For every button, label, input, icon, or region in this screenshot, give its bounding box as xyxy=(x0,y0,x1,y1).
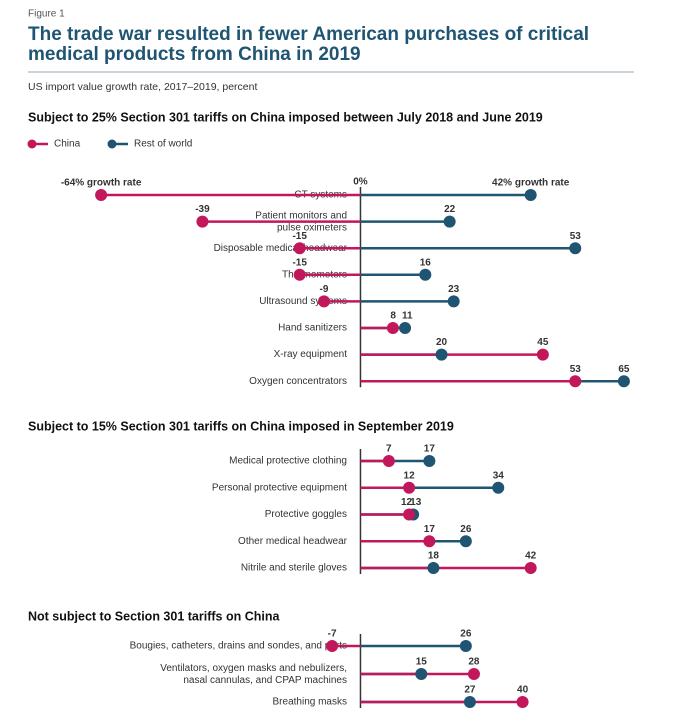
category-label: Ventilators, oxygen masks and nebulizers… xyxy=(160,663,347,686)
dot xyxy=(459,640,472,652)
value-label: 8 xyxy=(390,311,396,322)
dot xyxy=(95,189,108,201)
category-label: Patient monitors and pulse oximeters xyxy=(255,210,347,233)
category-label: Protective goggles xyxy=(265,509,347,520)
category-label: X-ray equipment xyxy=(274,349,348,360)
panel-title: Subject to 25% Section 301 tariffs on Ch… xyxy=(28,110,543,124)
value-label: 18 xyxy=(428,551,440,562)
dot xyxy=(617,375,630,388)
dot xyxy=(516,696,529,708)
value-label: 22 xyxy=(444,204,456,215)
value-label: 11 xyxy=(402,311,413,322)
category-label: Bougies, catheters, drains and sondes, a… xyxy=(130,641,347,652)
dot xyxy=(419,268,432,281)
category-label: Other medical headwear xyxy=(238,536,348,547)
category-label: Nitrile and sterile gloves xyxy=(241,563,347,574)
value-label: 13 xyxy=(410,497,422,508)
dot xyxy=(569,242,582,255)
legend-label: China xyxy=(54,139,81,150)
value-label: 42 xyxy=(525,551,537,562)
dot xyxy=(403,481,416,494)
title-line: medical products from China in 2019 xyxy=(28,44,361,65)
dot xyxy=(463,696,476,708)
value-label: -15 xyxy=(292,257,307,268)
dot xyxy=(415,668,428,680)
value-label: 12 xyxy=(401,497,413,508)
dot xyxy=(459,535,472,548)
category-label: Medical protective clothing xyxy=(229,456,347,467)
dot xyxy=(467,668,480,680)
dot xyxy=(423,455,436,467)
value-label: 17 xyxy=(424,444,436,455)
value-label: -9 xyxy=(320,284,329,295)
category-label: Disposable medical headwear xyxy=(214,243,348,254)
value-label: 23 xyxy=(448,284,460,295)
dot xyxy=(293,268,306,281)
value-label: 45 xyxy=(537,337,549,348)
category-label: Ultrasound systems xyxy=(259,296,347,307)
dot xyxy=(524,562,537,574)
category-label: Hand sanitizers xyxy=(278,323,347,334)
dot xyxy=(196,215,209,228)
legend-dot xyxy=(27,139,37,149)
dot xyxy=(492,481,505,494)
dot xyxy=(318,295,330,308)
dot xyxy=(326,640,339,652)
title-line: The trade war resulted in fewer American… xyxy=(28,24,589,45)
category-label: Breathing masks xyxy=(273,697,347,708)
value-label: 42% growth rate xyxy=(492,178,570,189)
subtitle: US import value growth rate, 2017–2019, … xyxy=(28,81,257,93)
dot xyxy=(443,215,456,228)
dot xyxy=(524,189,537,201)
dot xyxy=(423,535,436,548)
dot xyxy=(403,508,416,521)
value-label: 12 xyxy=(404,470,416,481)
value-label: 40 xyxy=(517,685,529,696)
value-label: 26 xyxy=(460,524,472,535)
value-label: -15 xyxy=(292,231,307,242)
dot xyxy=(435,348,448,361)
dot xyxy=(399,322,412,334)
value-label: 20 xyxy=(436,337,448,348)
value-label: 26 xyxy=(460,629,472,640)
dot xyxy=(293,242,306,255)
dot xyxy=(447,295,460,308)
value-label: 27 xyxy=(464,685,476,696)
legend-label: Rest of world xyxy=(134,139,192,150)
value-label: -64% growth rate xyxy=(61,178,142,189)
value-label: 53 xyxy=(570,231,582,242)
dot xyxy=(382,455,395,467)
value-label: 17 xyxy=(424,524,436,535)
category-label: Oxygen concentrators xyxy=(249,376,347,387)
value-label: 16 xyxy=(420,257,432,268)
value-label: 7 xyxy=(386,444,392,455)
dot xyxy=(536,348,549,361)
legend-dot xyxy=(107,139,117,149)
dot xyxy=(386,322,399,334)
value-label: 65 xyxy=(618,364,630,375)
figure-label: Figure 1 xyxy=(28,9,65,20)
x-tick-label: 0% xyxy=(353,177,368,188)
value-label: 28 xyxy=(468,657,480,668)
panel-title: Subject to 15% Section 301 tariffs on Ch… xyxy=(28,419,454,433)
value-label: -7 xyxy=(328,629,337,640)
panel-title: Not subject to Section 301 tariffs on Ch… xyxy=(28,609,280,623)
value-label: -39 xyxy=(195,204,210,215)
dot xyxy=(427,562,440,574)
dot xyxy=(569,375,582,388)
value-label: 34 xyxy=(493,470,505,481)
value-label: 53 xyxy=(570,364,582,375)
value-label: 15 xyxy=(416,657,428,668)
category-label: Personal protective equipment xyxy=(212,482,347,493)
